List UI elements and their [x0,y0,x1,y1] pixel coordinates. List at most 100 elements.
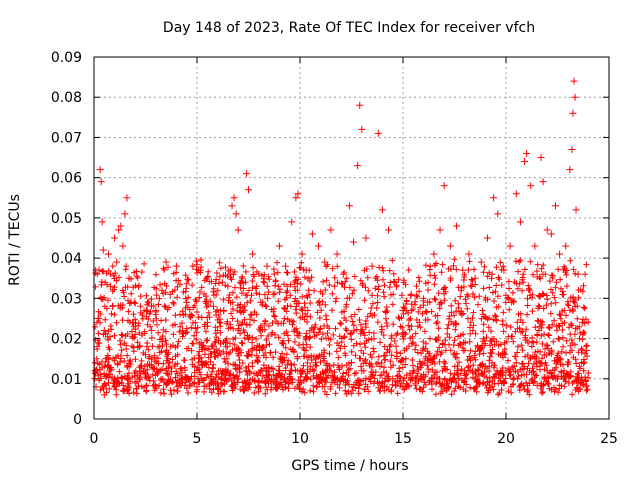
data-point [106,282,114,290]
data-point [91,367,99,375]
data-point [117,222,125,230]
data-point [554,375,561,383]
data-point [523,150,531,158]
data-point [286,375,294,383]
data-point [337,375,345,383]
data-point [543,367,551,375]
data-point [440,182,448,190]
data-point [99,246,107,254]
data-point [292,194,300,202]
y-tick-label: 0.05 [51,211,82,227]
data-point [407,290,415,298]
data-point [142,371,149,379]
data-point [224,282,232,290]
data-point [494,210,502,218]
data-point [263,262,271,270]
data-point [275,367,283,375]
data-point [333,250,341,258]
data-point [111,234,119,242]
data-point [566,166,574,174]
data-point [574,270,582,278]
data-point [298,250,306,258]
data-point [230,194,238,202]
x-tick-label: 5 [193,431,202,447]
data-point [358,125,366,133]
dense-background-points [91,256,592,398]
data-point [391,278,399,286]
data-point [440,363,448,371]
data-point [378,206,386,214]
data-point [399,306,407,314]
data-point [104,250,112,258]
data-point [214,327,222,335]
data-point [547,230,555,238]
y-tick-label: 0.01 [51,372,82,388]
data-point [121,387,129,395]
data-point [543,226,551,234]
data-point [362,234,370,242]
data-point [209,302,217,310]
data-point [385,226,393,234]
data-point [253,282,261,290]
data-point [294,190,302,198]
data-point [321,258,329,266]
data-point [436,226,444,234]
data-point [234,226,242,234]
data-point [162,258,170,266]
data-point [378,379,386,387]
data-point [142,351,149,359]
data-point [523,371,531,379]
data-point [317,371,325,379]
data-point [288,218,296,226]
data-point [127,298,135,306]
data-point [483,234,491,242]
data-point [512,190,520,198]
y-axis-ticks: 0 0.01 0.02 0.03 0.04 0.05 0.06 0.07 0.08 0.09 [51,50,609,428]
data-point [582,383,590,391]
data-point [471,375,479,383]
data-point [93,343,101,351]
y-tick-label: 0.02 [51,332,82,348]
data-point [481,363,489,371]
plot-frame [93,56,610,420]
data-point [539,178,547,186]
data-point [125,274,133,282]
data-point [578,318,586,326]
data-point [282,262,290,270]
x-tick-label: 25 [600,431,618,447]
data-point [95,266,103,274]
data-point [582,347,590,355]
data-point [96,166,104,174]
data-point [166,290,174,298]
x-axis-label: GPS time / hours [291,458,408,474]
data-point [327,226,335,234]
data-point [564,371,572,379]
data-point [193,383,201,391]
y-tick-label: 0 [73,412,82,428]
data-point [148,327,156,335]
data-point [551,202,559,210]
data-point [568,146,576,154]
data-point [214,379,222,387]
data-point [152,306,160,314]
data-point [492,371,500,379]
data-point [451,371,458,379]
data-point [527,182,535,190]
data-point [94,314,102,322]
y-tick-label: 0.08 [51,90,82,106]
data-point [348,359,355,367]
data-point [255,379,263,387]
data-point [368,262,376,270]
data-point [238,274,246,282]
data-point [232,210,240,218]
data-point [203,371,211,379]
data-point [424,298,432,306]
data-point [296,379,304,387]
data-point [569,109,577,117]
data-point [327,367,335,375]
data-point [516,218,524,226]
data-point [245,363,252,371]
data-point [220,306,228,314]
data-point [115,226,123,234]
data-point [459,266,467,274]
